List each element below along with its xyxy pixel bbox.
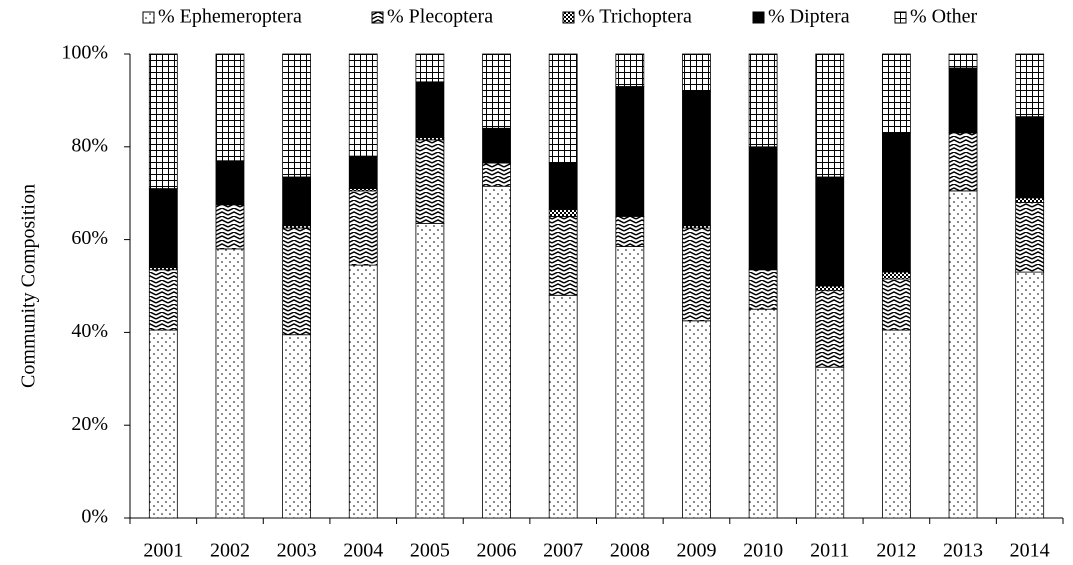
bar-segment (815, 290, 845, 368)
legend-label: % Diptera (768, 6, 850, 28)
bar-segment (815, 285, 845, 292)
y-axis-label: Community Composition (18, 184, 40, 388)
x-tick-label: 2003 (277, 540, 317, 562)
legend-swatch (894, 11, 907, 24)
x-tick-label: 2008 (610, 540, 650, 562)
bar-segment (215, 160, 245, 206)
bar-segment (215, 204, 245, 250)
bar-segment (881, 132, 911, 273)
legend-label: % Other (910, 6, 978, 28)
bar-segment (748, 53, 778, 148)
bar-segment (148, 329, 178, 519)
bar-segment (548, 209, 578, 217)
bar-segment (748, 146, 778, 271)
x-tick-label: 2007 (543, 540, 583, 562)
bar-segment (148, 188, 178, 268)
bar-segment (415, 222, 445, 519)
bar-segment (881, 278, 911, 331)
bar-segment (881, 53, 911, 134)
bar-segment (482, 127, 511, 164)
bar-segment (282, 334, 312, 519)
x-tick-label: 2014 (1010, 540, 1050, 562)
x-tick-label: 2013 (943, 540, 983, 562)
bar-segment (815, 366, 845, 519)
bar-segment (948, 132, 978, 192)
bar-segment (948, 67, 978, 134)
y-tick-label: 100% (61, 42, 108, 64)
bar-segment (1015, 202, 1045, 273)
bar-segment (148, 269, 178, 331)
x-tick-label: 2012 (876, 540, 916, 562)
legend-swatch (562, 11, 575, 24)
bar-segment (482, 185, 511, 519)
bar-segment (881, 271, 911, 280)
bar-segment (415, 139, 445, 224)
bar-segment (1015, 116, 1045, 199)
x-tick-label: 2002 (210, 540, 250, 562)
bar-segment (1015, 53, 1045, 118)
bar-segment (415, 81, 445, 138)
bar-segment (815, 176, 845, 287)
y-tick-label: 0% (81, 506, 108, 528)
legend-label: % Ephemeroptera (158, 6, 302, 28)
bar-segment (482, 53, 511, 129)
bar-segment (415, 53, 445, 83)
bar-segment (548, 53, 578, 164)
legend-swatch (371, 11, 384, 24)
bar-segment (615, 246, 645, 519)
bar-segment (282, 227, 312, 336)
bar-segment (548, 215, 578, 296)
legend-label: % Trichoptera (578, 6, 692, 28)
bar-segment (682, 90, 711, 227)
bar-segment (282, 176, 312, 227)
x-tick-label: 2006 (477, 540, 517, 562)
bar-segment (682, 227, 711, 322)
y-tick-label: 40% (71, 320, 108, 342)
x-tick-label: 2005 (410, 540, 450, 562)
bar-segment (682, 320, 711, 519)
legend-label: % Plecoptera (387, 6, 493, 28)
x-tick-label: 2001 (143, 540, 183, 562)
bar-segment (1015, 271, 1045, 519)
bar-segment (948, 190, 978, 519)
x-tick-label: 2010 (743, 540, 783, 562)
y-tick-label: 80% (71, 134, 108, 156)
bar-segment (282, 53, 312, 178)
bar-segment (615, 53, 645, 87)
bar-segment (348, 190, 378, 266)
x-tick-label: 2009 (676, 540, 716, 562)
bar-segment (815, 53, 845, 178)
legend-swatch (752, 11, 765, 24)
bar-segment (881, 329, 911, 519)
bar-segment (615, 86, 645, 217)
bar-segment (948, 53, 978, 69)
bar-segment (348, 264, 378, 519)
bar-segment (615, 215, 645, 247)
bar-segment (348, 155, 378, 189)
bar-segment (215, 248, 245, 519)
bar-segment (1015, 197, 1045, 203)
bar-segment (682, 53, 711, 92)
x-tick-label: 2004 (343, 540, 383, 562)
bar-segment (215, 53, 245, 162)
bar-segment (748, 308, 778, 519)
bar-segment (548, 294, 578, 519)
bar-segment (748, 269, 778, 310)
x-tick-label: 2011 (810, 540, 849, 562)
legend-swatch (142, 11, 155, 24)
y-tick-label: 20% (71, 413, 108, 435)
bar-segment (148, 53, 178, 189)
bar-segment (482, 162, 511, 187)
bar-segment (348, 53, 378, 157)
y-tick-label: 60% (71, 227, 108, 249)
bar-segment (548, 162, 578, 210)
